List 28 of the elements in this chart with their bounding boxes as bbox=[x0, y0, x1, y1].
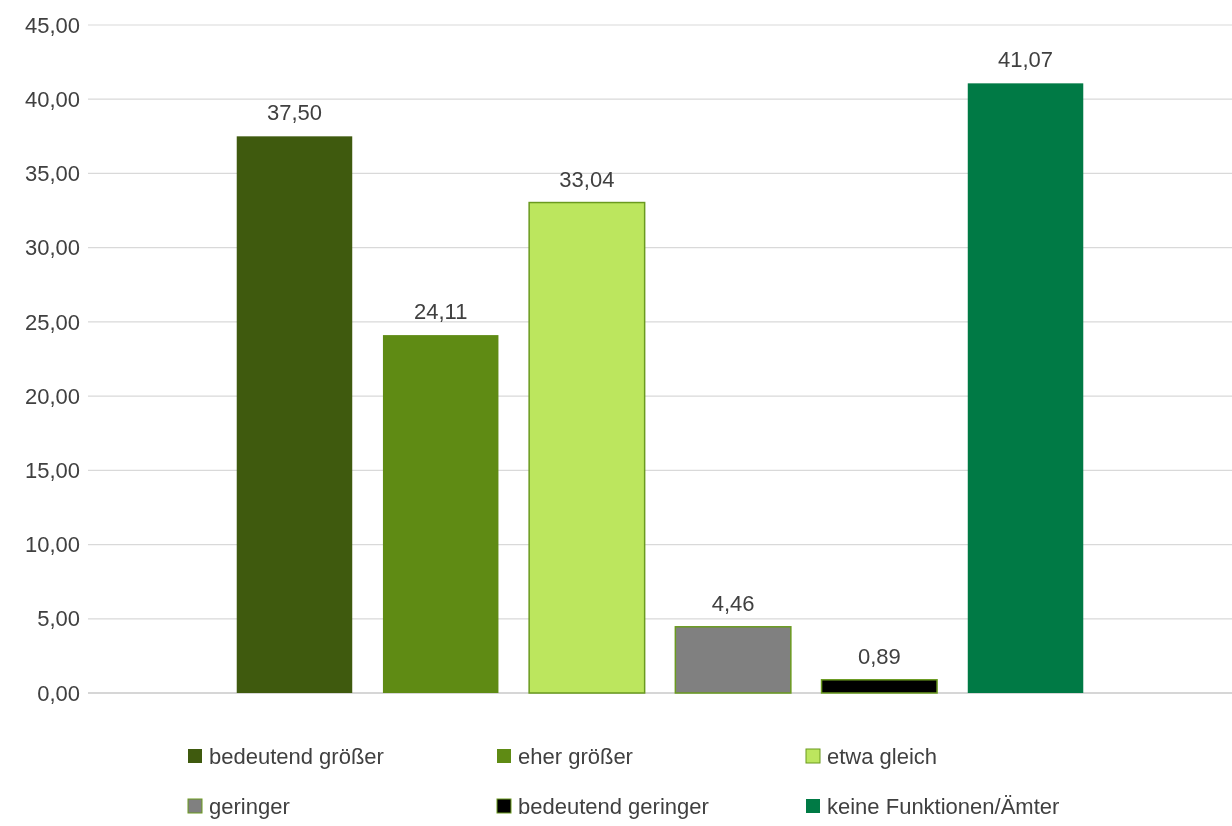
bar bbox=[674, 626, 792, 694]
legend-label: keine Funktionen/Ämter bbox=[827, 793, 1060, 819]
data-label: 24,11 bbox=[413, 299, 468, 325]
bar bbox=[528, 201, 646, 694]
bar bbox=[236, 136, 353, 693]
y-tick-label: 15,00 bbox=[24, 458, 80, 484]
y-tick-label: 40,00 bbox=[24, 86, 80, 112]
y-tick-label: 10,00 bbox=[24, 532, 80, 558]
legend-label: eher größer bbox=[518, 743, 633, 769]
data-label: 37,50 bbox=[266, 100, 323, 126]
y-tick-label: 35,00 bbox=[24, 161, 80, 187]
data-label: 4,46 bbox=[711, 590, 755, 616]
bar bbox=[382, 335, 499, 693]
legend-label: bedeutend geringer bbox=[518, 793, 709, 819]
y-tick-label: 20,00 bbox=[24, 383, 80, 409]
y-tick-label: 5,00 bbox=[37, 606, 80, 632]
data-label: 0,89 bbox=[857, 643, 901, 669]
legend-label: geringer bbox=[209, 793, 290, 819]
data-label: 41,07 bbox=[997, 47, 1054, 73]
y-tick-label: 30,00 bbox=[24, 235, 80, 261]
bar bbox=[820, 679, 938, 694]
bar bbox=[967, 83, 1084, 693]
y-tick-label: 45,00 bbox=[24, 12, 80, 38]
y-tick-label: 25,00 bbox=[24, 309, 80, 335]
legend-label: bedeutend größer bbox=[209, 743, 384, 769]
data-label: 33,04 bbox=[559, 166, 615, 192]
y-tick-label: 0,00 bbox=[37, 680, 80, 706]
legend-label: etwa gleich bbox=[827, 743, 938, 769]
